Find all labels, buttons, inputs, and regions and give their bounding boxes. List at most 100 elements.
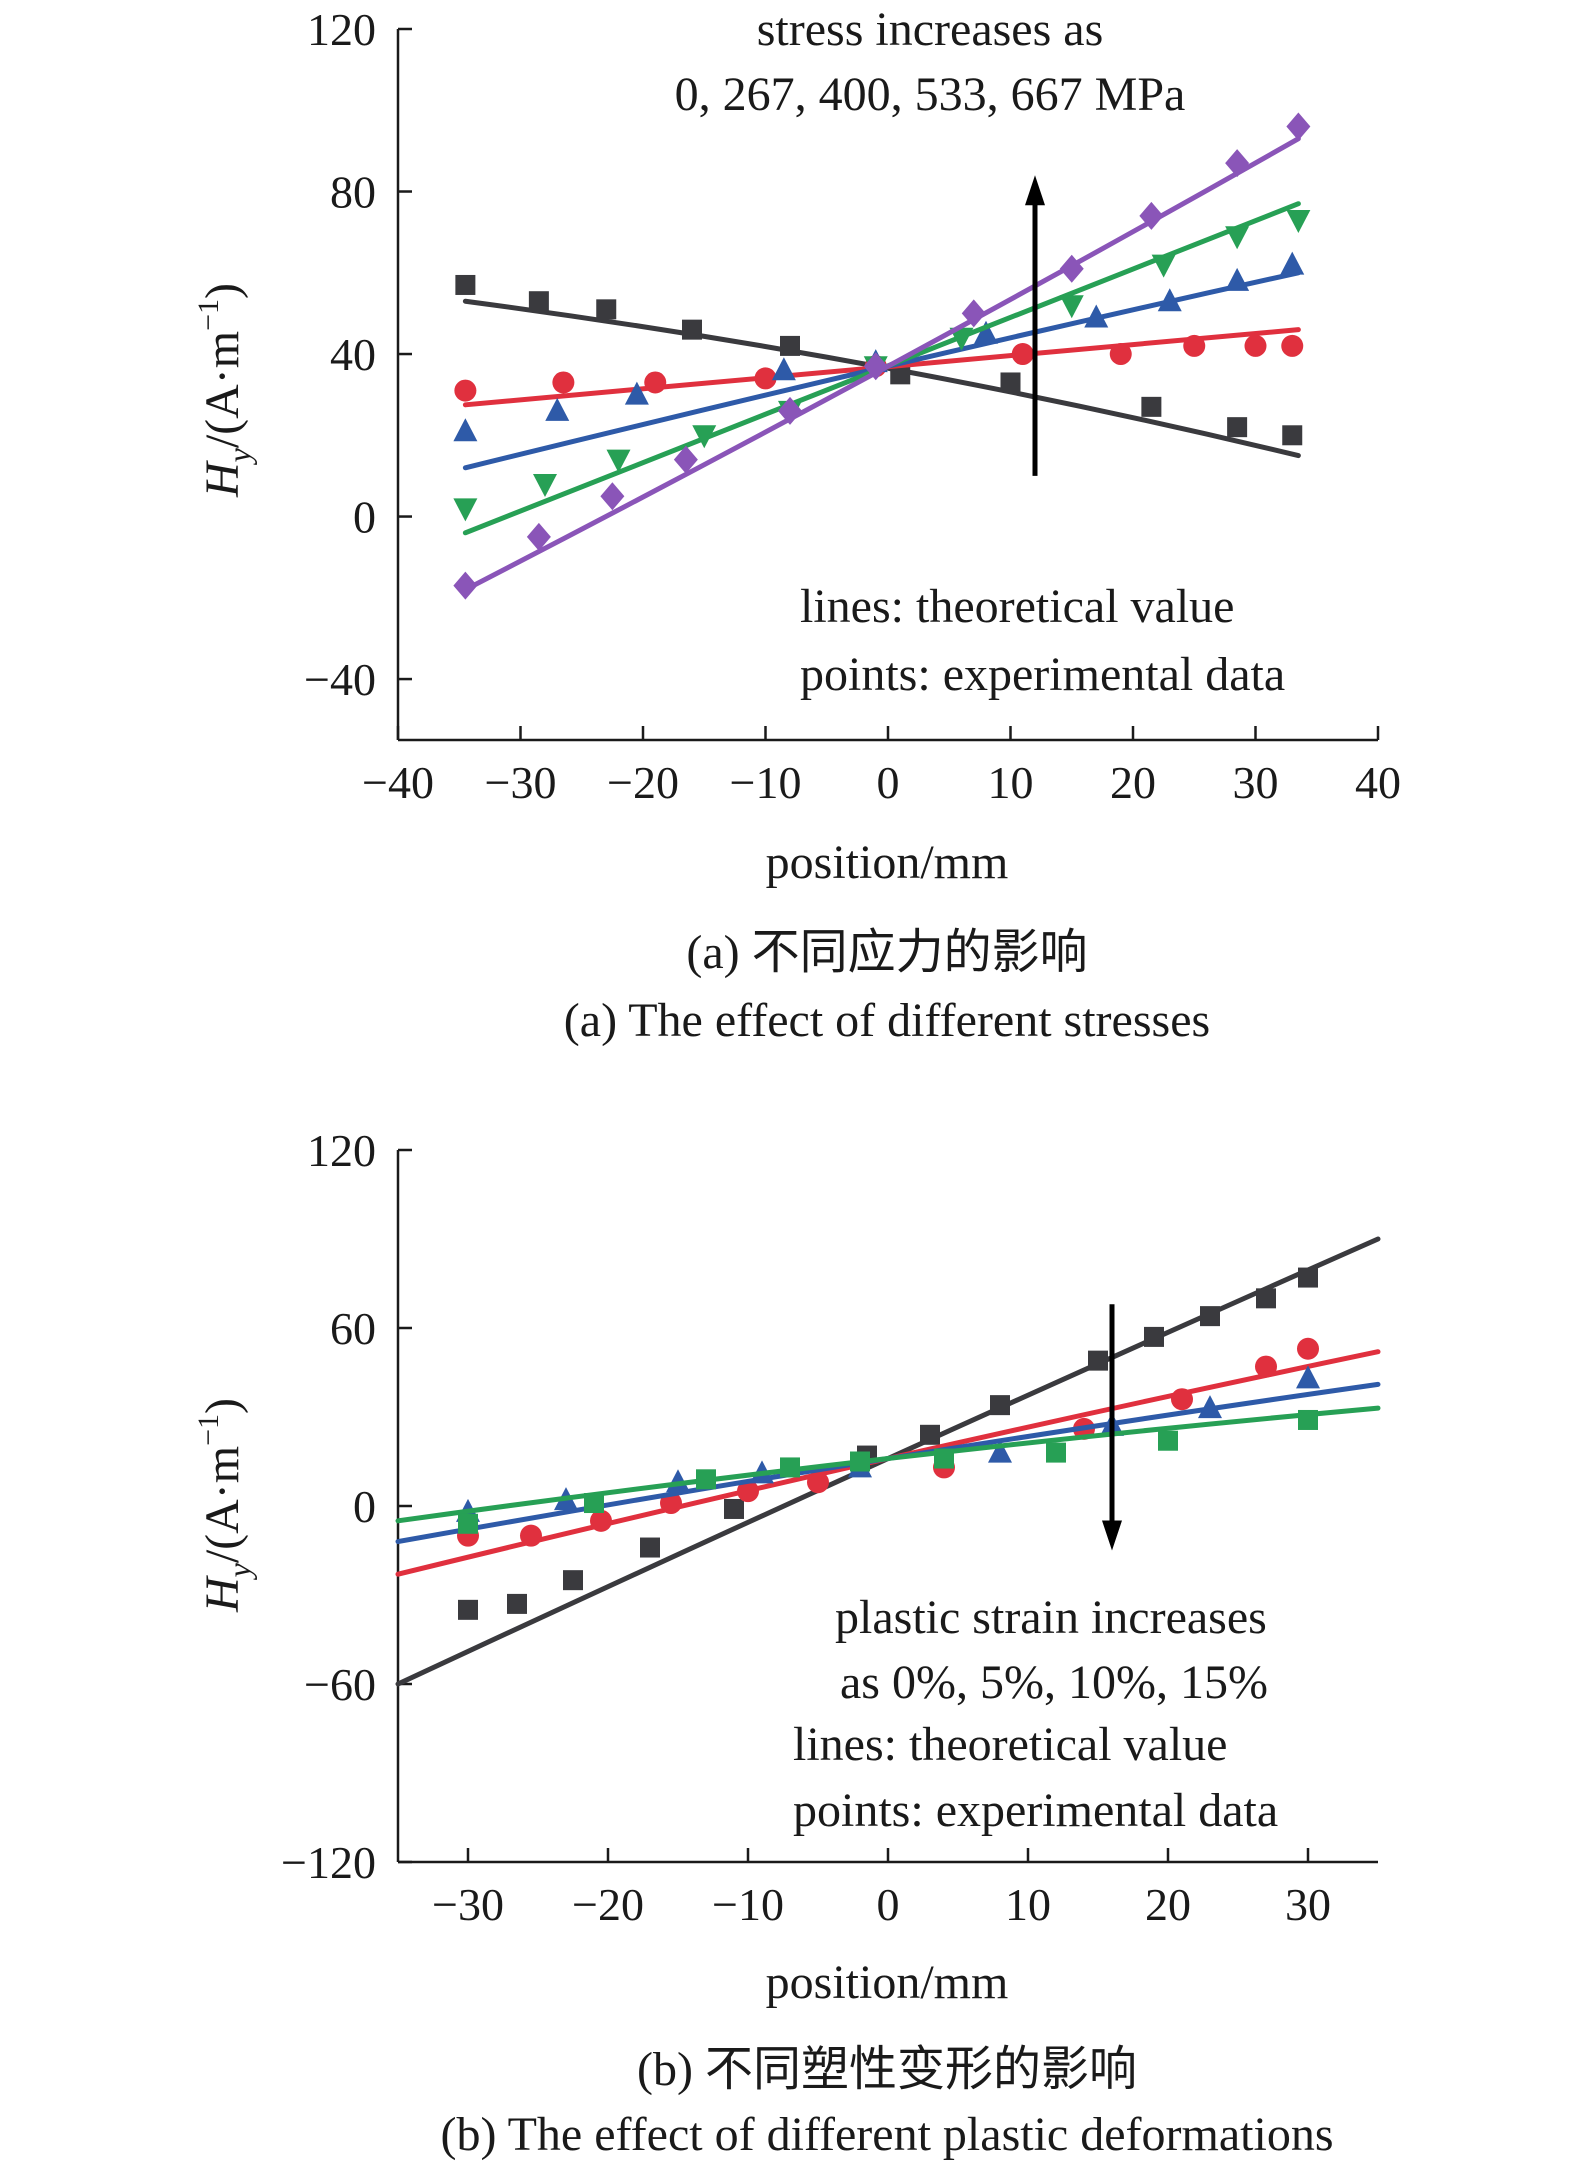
chart-a-series-1-point [890, 364, 911, 385]
chart-a-x-tick-label: 0 [877, 757, 900, 808]
chart-a-caption-en: (a) The effect of different stresses [564, 994, 1210, 1047]
chart-a-series-5-point [453, 571, 478, 600]
chart-a-marks: −40 −30 −20 −10 0 10 20 30 40 −40 0 40 80 120 [304, 4, 1401, 808]
chart-a-series-2-point [1011, 343, 1034, 366]
chart-b-series-1-point [1088, 1350, 1108, 1371]
chart-b-series-1-point [563, 1570, 583, 1591]
chart-a-series-1-point [1000, 372, 1021, 393]
chart-a-series-2-point [1109, 343, 1132, 366]
chart-a-series-1-point [455, 274, 476, 295]
chart-b-series-1-point [1200, 1306, 1220, 1327]
chart-a-series-4-point [949, 327, 974, 351]
chart-b-series-4-point [458, 1513, 478, 1534]
chart-a-x-tick-label: −20 [607, 757, 679, 808]
chart-b-y-tick-label: 0 [353, 1481, 376, 1532]
chart-a-series-1-point [780, 335, 800, 356]
chart-a-series-3-point [974, 320, 998, 344]
chart-a-x-tick-label: 30 [1233, 757, 1279, 808]
chart-b-series-2-point [807, 1471, 829, 1494]
chart-a-annotation-top-2: 0, 267, 400, 533, 667 MPa [675, 68, 1186, 121]
chart-b-series-4-point [934, 1448, 954, 1469]
chart-b-series-1-point [458, 1599, 478, 1620]
chart-a-y-tick-label: 40 [330, 329, 376, 380]
chart-a-series-5-point [1059, 254, 1084, 283]
chart-a-caption-cn: (a) 不同应力的影响 [686, 926, 1087, 979]
chart-b-series-4-point [1158, 1430, 1178, 1451]
chart-a-series-2-point [454, 379, 477, 402]
chart-b-marks: −30 −20 −10 0 10 20 30 −120 −60 0 60 120 [281, 1125, 1381, 1930]
chart-a-series-3-point [1084, 304, 1109, 328]
chart-b-series-3-point [1198, 1395, 1222, 1419]
chart-b-arrow-head [1102, 1520, 1122, 1551]
chart-b-series-2-point [1255, 1355, 1277, 1378]
chart-b-series-3-point [988, 1439, 1012, 1463]
chart-a-annotation-top-1: stress increases as [757, 3, 1104, 56]
chart-b-series-1-point [920, 1424, 940, 1445]
chart-a-series-5-point [526, 522, 551, 551]
chart-b-y-tick-label: −120 [281, 1837, 376, 1888]
chart-a-x-tick-label: −30 [485, 757, 557, 808]
chart-b-note-lines: lines: theoretical value [793, 1718, 1227, 1771]
chart-b-x-tick-label: 30 [1285, 1879, 1331, 1930]
chart-a-x-tick-label: −10 [730, 757, 802, 808]
chart-a-series-1-point [682, 319, 702, 340]
chart-a-x-tick-label: 40 [1355, 757, 1401, 808]
chart-b-series-3-point [1296, 1365, 1320, 1389]
chart-a-series-3-point [1225, 267, 1250, 291]
chart-b-series-2-point [590, 1509, 612, 1532]
chart-b-series-1-point [1298, 1267, 1318, 1288]
chart-b-series-2-point [1171, 1388, 1193, 1411]
chart-a-series-3-point [453, 418, 478, 442]
chart-b-series-4-point [780, 1457, 800, 1478]
chart-b-annotation-top-1: plastic strain increases [835, 1591, 1267, 1644]
chart-b-series-4-point [1298, 1409, 1318, 1430]
chart-b-series-4-point [584, 1493, 604, 1514]
chart-a-series-4-point [1286, 209, 1311, 233]
chart-a-y-tick-label: −40 [304, 654, 376, 705]
chart-a-y-axis-label: Hy/(A·m−1) [192, 283, 257, 498]
chart-a-x-tick-label: −40 [362, 757, 434, 808]
chart-b-series-1-point [507, 1593, 527, 1614]
chart-a-x-tick-label: 10 [988, 757, 1034, 808]
chart-a-series-5-line [462, 136, 1301, 593]
chart-b-series-1-point [640, 1537, 660, 1558]
chart-b-series-4-point [1046, 1442, 1066, 1463]
chart-a-series-3-point [1157, 288, 1182, 312]
chart-b-x-tick-label: −20 [572, 1879, 644, 1930]
chart-b-series-1-point [990, 1395, 1010, 1416]
chart-a-series-1-point [1282, 425, 1303, 446]
chart-a-series-4-point [606, 449, 631, 473]
chart-a-series-2-point [644, 371, 667, 394]
chart-a-series-2-point [1281, 334, 1304, 357]
chart-a: −40 −30 −20 −10 0 10 20 30 40 −40 0 40 80 120 stress … [192, 3, 1401, 1047]
chart-b-caption-cn: (b) 不同塑性变形的影响 [637, 2043, 1137, 2096]
chart-b-y-tick-label: −60 [304, 1659, 376, 1710]
chart-a-series-3-point [624, 381, 649, 405]
chart-a-series-3-point [771, 357, 796, 381]
chart-b-series-2-point [737, 1480, 759, 1503]
chart-b-x-tick-label: 10 [1005, 1879, 1051, 1930]
chart-a-note-lines: lines: theoretical value [800, 580, 1234, 633]
chart-b-x-tick-label: 20 [1145, 1879, 1191, 1930]
chart-a-series-4-point [453, 498, 478, 522]
chart-a-series-1-line [462, 298, 1301, 459]
chart-a-series-4-point [1225, 226, 1250, 250]
chart-b-y-tick-label: 120 [307, 1125, 376, 1176]
chart-a-y-tick-label: 0 [353, 492, 376, 543]
chart-a-series-5-point [1286, 112, 1311, 141]
chart-a-series-3-point [1280, 251, 1305, 275]
chart-a-series-1-point [596, 299, 617, 320]
chart-b-series-2-point [1297, 1337, 1319, 1360]
chart-a-series-2-point [1183, 334, 1206, 357]
chart-a-series-2-point [754, 367, 777, 390]
chart-b-annotation-top-2: as 0%, 5%, 10%, 15% [840, 1656, 1268, 1709]
chart-b: −30 −20 −10 0 10 20 30 −120 −60 0 60 120 plastic st… [192, 1125, 1381, 2161]
chart-b-series-4-line [395, 1405, 1381, 1524]
chart-b-series-1-point [1256, 1288, 1276, 1309]
chart-b-y-tick-label: 60 [330, 1303, 376, 1354]
chart-a-series-3-point [545, 397, 570, 421]
chart-b-x-tick-label: 0 [877, 1879, 900, 1930]
chart-b-y-axis-label: Hy/(A·m−1) [192, 1398, 257, 1613]
chart-a-series-1-point [1227, 417, 1248, 438]
